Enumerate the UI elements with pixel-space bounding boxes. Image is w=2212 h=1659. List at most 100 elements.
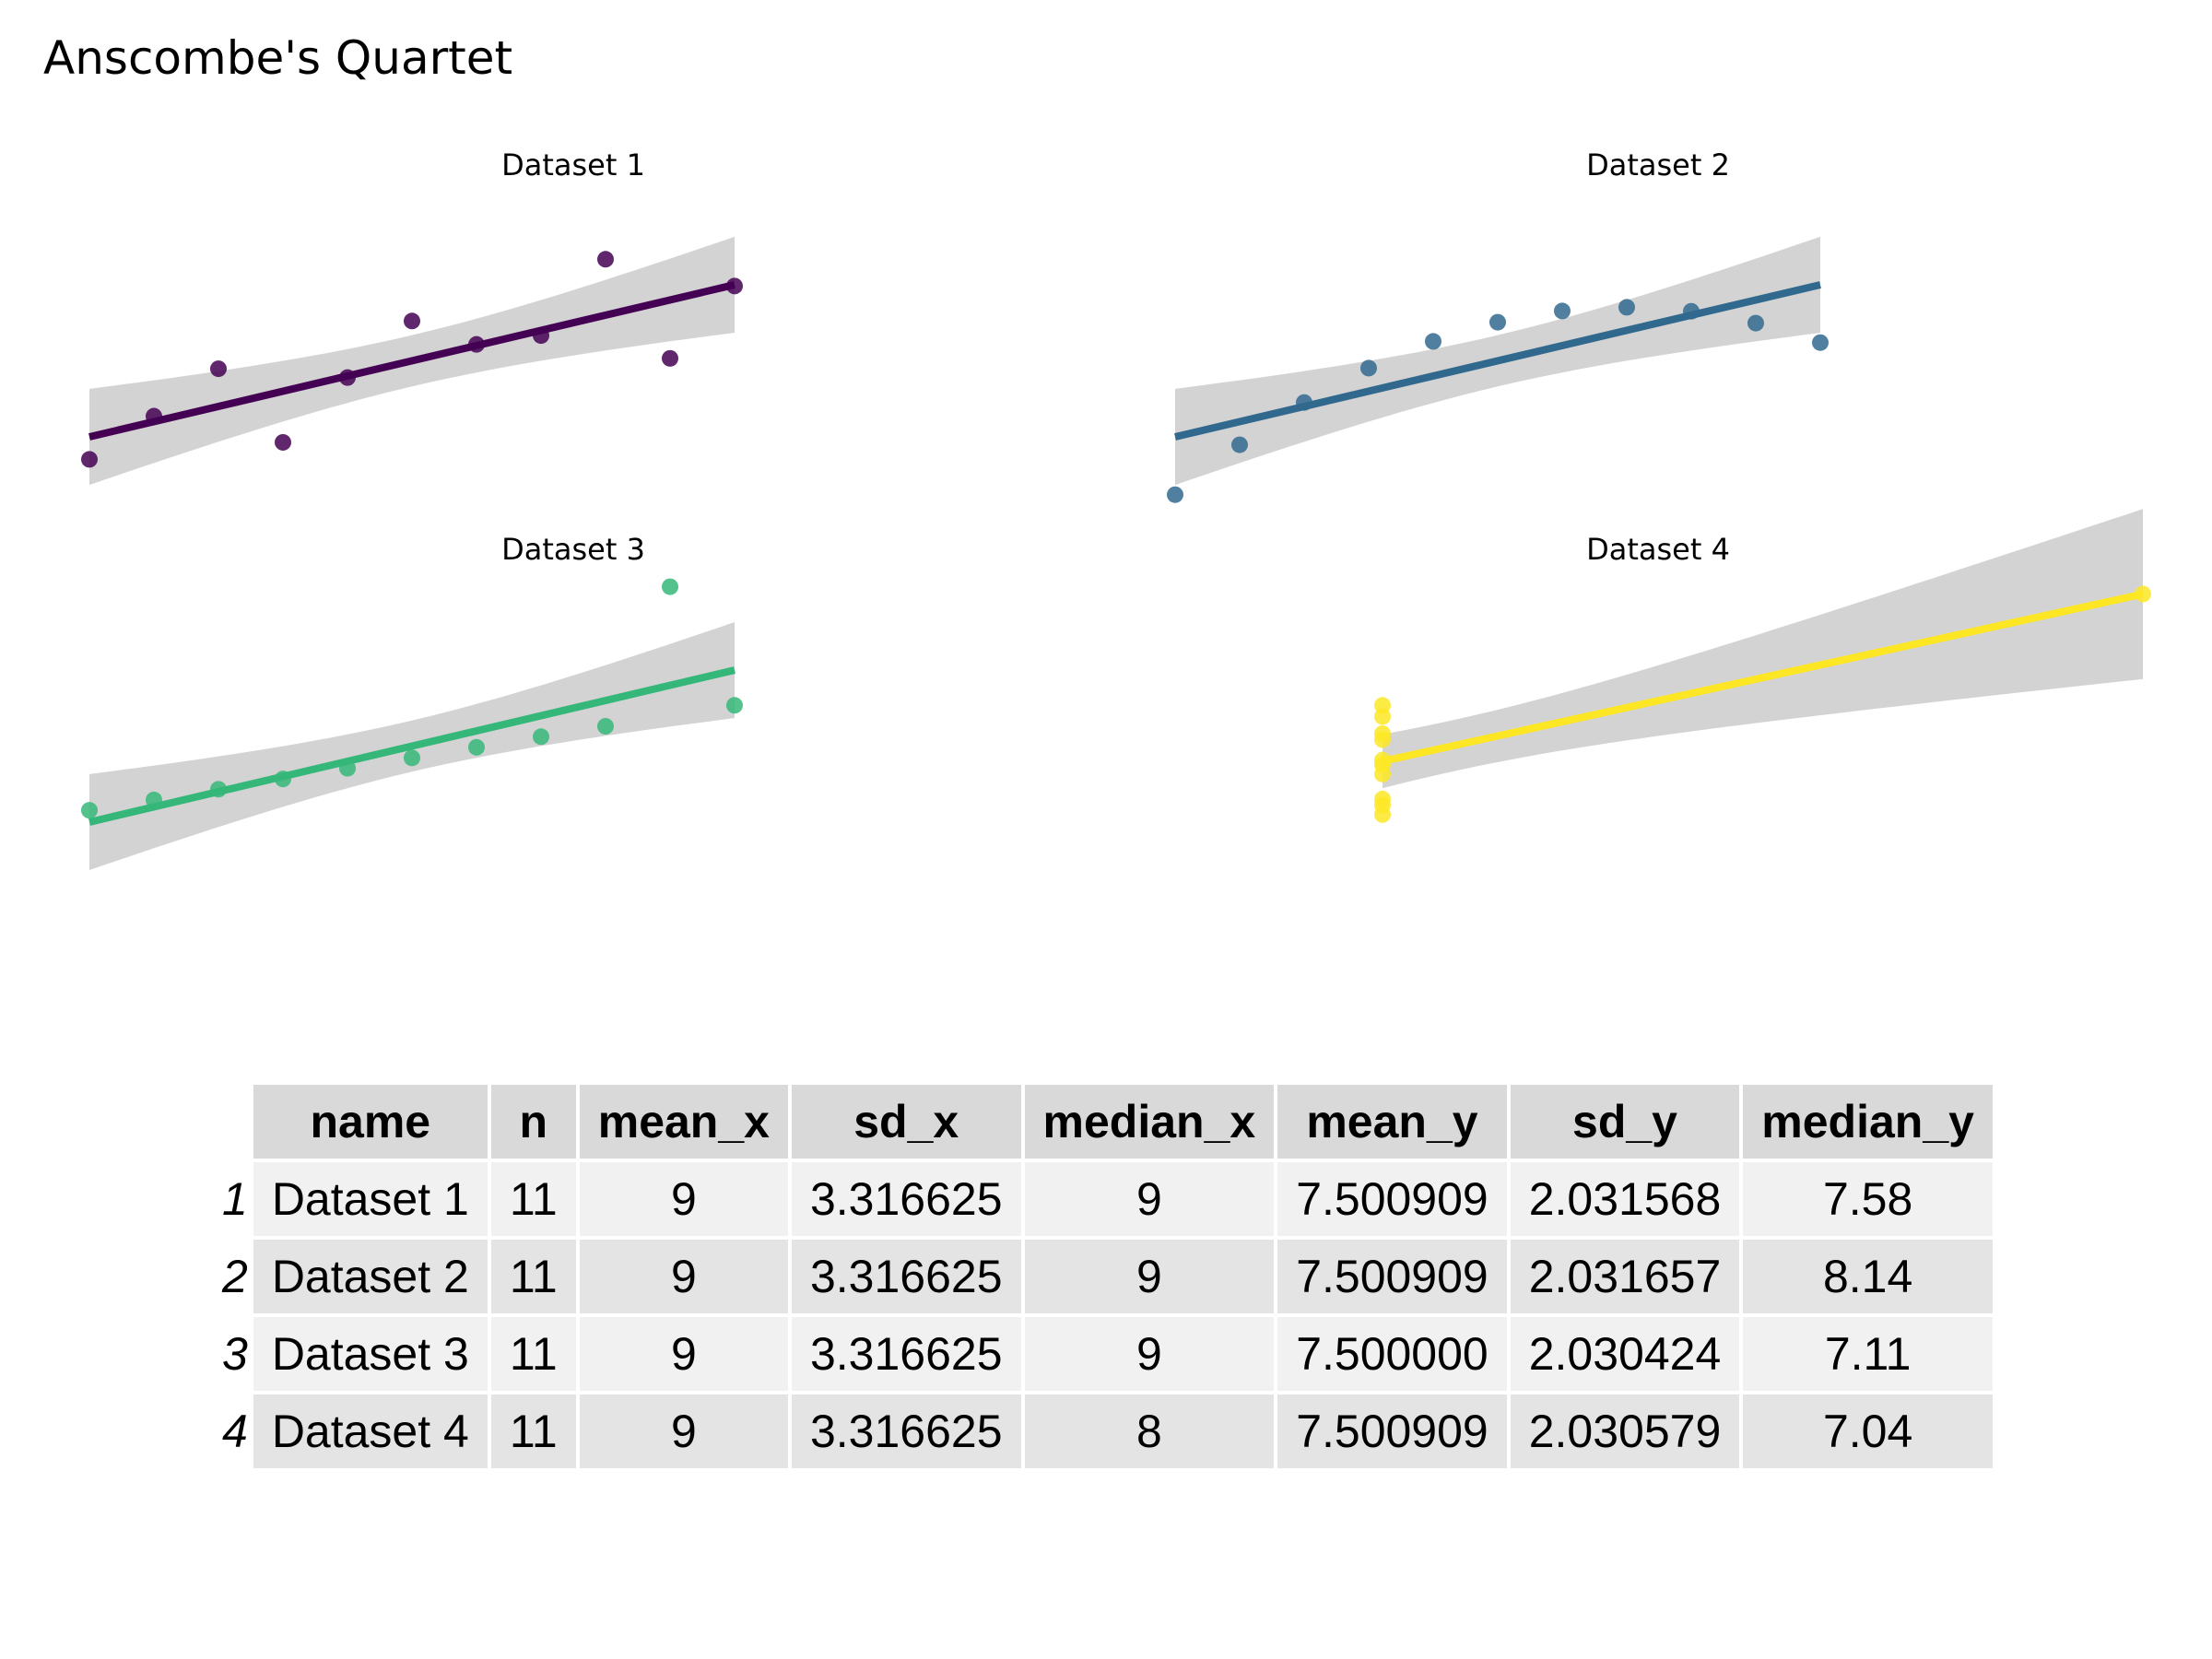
row-number: 3	[222, 1328, 248, 1380]
data-point	[404, 749, 420, 767]
column-header-sd_y: sd_y	[1510, 1085, 1740, 1159]
table-cell-median_y: 7.04	[1743, 1394, 1993, 1468]
table-cell-n: 11	[490, 1162, 576, 1236]
table-row: 1 Dataset 1 11 9 3.316625 9 7.500909 2.031568 7.…	[222, 1162, 1993, 1236]
data-point	[275, 433, 291, 451]
column-header-mean_x: mean_x	[579, 1085, 788, 1159]
table-cell-mean_y: 7.500909	[1277, 1162, 1507, 1236]
panel-4: Dataset 4	[1374, 509, 2151, 823]
table-cell-sd_y: 2.030579	[1510, 1394, 1740, 1468]
column-header-mean_y: mean_y	[1277, 1085, 1507, 1159]
data-point	[1296, 394, 1312, 411]
table-cell-sd_x: 3.316625	[791, 1162, 1021, 1236]
table-cell-name: Dataset 1	[253, 1162, 488, 1236]
table-cell-name: Dataset 4	[253, 1394, 488, 1468]
panel-1: Dataset 1	[81, 147, 743, 486]
data-point	[275, 771, 291, 788]
data-point	[1683, 302, 1700, 320]
table-cell-name: Dataset 2	[253, 1240, 488, 1313]
table-row: 4 Dataset 4 11 9 3.316625 8 7.500909 2.030579 7.…	[222, 1394, 1993, 1468]
table-header-row: name n mean_x sd_x median_x mean_y sd_y median_…	[222, 1085, 1993, 1159]
data-point	[726, 697, 743, 714]
data-point	[1167, 486, 1183, 503]
row-number: 4	[222, 1406, 248, 1457]
row-number: 2	[222, 1251, 248, 1302]
table-cell-median_y: 8.14	[1743, 1240, 1993, 1313]
data-point	[339, 759, 356, 777]
data-point	[210, 781, 227, 798]
column-header-median_y: median_y	[1743, 1085, 1993, 1159]
panel-title: Dataset 1	[501, 147, 645, 182]
regression-line	[88, 666, 735, 826]
data-point	[1618, 299, 1635, 316]
data-point	[1360, 359, 1377, 377]
regression-line	[1382, 590, 2144, 765]
data-point	[339, 369, 356, 386]
data-point	[146, 407, 162, 425]
data-point	[468, 335, 485, 353]
table-cell-mean_x: 9	[579, 1240, 788, 1313]
table-body: 1 Dataset 1 11 9 3.316625 9 7.500909 2.031568 7.…	[222, 1162, 1993, 1468]
data-point	[210, 360, 227, 378]
anscombe-chart: Anscombe's Quartet Dataset 1 Dataset 2 Dat…	[43, 31, 2151, 870]
data-point	[1489, 313, 1506, 331]
table-cell-median_y: 7.11	[1743, 1317, 1993, 1391]
data-point	[597, 251, 614, 268]
table-cell-mean_y: 7.500909	[1277, 1394, 1507, 1468]
data-point	[2135, 585, 2151, 603]
regression-line	[1174, 281, 1821, 441]
table-cell-mean_y: 7.500000	[1277, 1317, 1507, 1391]
table-cell-sd_x: 3.316625	[791, 1394, 1021, 1468]
table-cell-name: Dataset 3	[253, 1317, 488, 1391]
data-point	[726, 277, 743, 295]
chart-title: Anscombe's Quartet	[43, 31, 512, 85]
table-cell-median_x: 8	[1024, 1394, 1275, 1468]
row-number: 1	[222, 1173, 248, 1225]
data-point	[1747, 314, 1764, 332]
regression-line	[88, 281, 735, 441]
data-point	[1554, 302, 1571, 320]
table-cell-sd_y: 2.031657	[1510, 1240, 1740, 1313]
column-header-median_x: median_x	[1024, 1085, 1275, 1159]
table-cell-n: 11	[490, 1394, 576, 1468]
table-cell-mean_y: 7.500909	[1277, 1240, 1507, 1313]
data-point	[1812, 334, 1829, 351]
table-cell-sd_x: 3.316625	[791, 1317, 1021, 1391]
table-cell-mean_x: 9	[579, 1394, 788, 1468]
panel-2: Dataset 2	[1167, 147, 1829, 503]
data-point	[1374, 790, 1391, 807]
data-point	[81, 802, 98, 819]
panel-title: Dataset 4	[1586, 532, 1730, 567]
data-point	[597, 718, 614, 735]
data-point	[1374, 751, 1391, 769]
data-point	[1374, 724, 1391, 742]
table-cell-median_y: 7.58	[1743, 1162, 1993, 1236]
data-point	[468, 738, 485, 756]
column-header-name: name	[253, 1085, 488, 1159]
table-cell-median_x: 9	[1024, 1162, 1275, 1236]
column-header-n: n	[490, 1085, 576, 1159]
data-point	[1425, 333, 1441, 350]
data-point	[1374, 697, 1391, 714]
table-cell-sd_x: 3.316625	[791, 1240, 1021, 1313]
table-cell-mean_x: 9	[579, 1162, 788, 1236]
data-point	[146, 791, 162, 808]
summary-table: name n mean_x sd_x median_x mean_y sd_y median_…	[218, 1081, 1996, 1472]
table-row: 3 Dataset 3 11 9 3.316625 9 7.500000 2.030424 7.…	[222, 1317, 1993, 1391]
data-point	[662, 578, 678, 595]
data-point	[1231, 436, 1248, 453]
table-cell-mean_x: 9	[579, 1317, 788, 1391]
table-cell-median_x: 9	[1024, 1317, 1275, 1391]
data-point	[662, 349, 678, 367]
table-row: 2 Dataset 2 11 9 3.316625 9 7.500909 2.031657 8.…	[222, 1240, 1993, 1313]
panel-3: Dataset 3	[81, 532, 743, 870]
column-header-sd_x: sd_x	[791, 1085, 1021, 1159]
table-cell-sd_y: 2.031568	[1510, 1162, 1740, 1236]
data-point	[81, 451, 98, 468]
panel-title: Dataset 2	[1586, 147, 1730, 182]
data-point	[533, 327, 549, 345]
confidence-band	[1382, 509, 2143, 789]
table-cell-sd_y: 2.030424	[1510, 1317, 1740, 1391]
table-corner	[222, 1085, 250, 1159]
table-cell-n: 11	[490, 1317, 576, 1391]
